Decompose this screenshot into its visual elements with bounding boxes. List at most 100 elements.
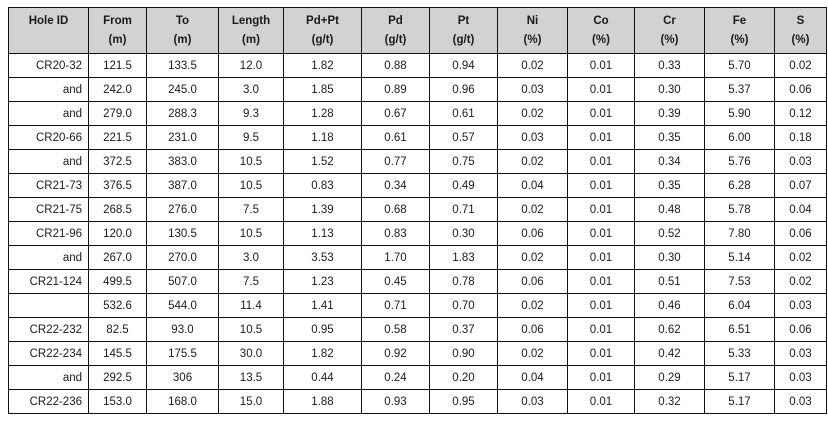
value-cell: 1.52	[283, 149, 362, 174]
hole-id-cell: and	[8, 77, 89, 102]
value-cell: 30.0	[218, 341, 284, 366]
value-cell: 153.0	[88, 389, 147, 414]
value-cell: 1.85	[283, 77, 362, 102]
value-cell: 0.42	[634, 341, 705, 366]
column-label: Co	[593, 15, 609, 27]
value-cell: 6.28	[704, 173, 775, 198]
value-cell: 0.06	[774, 221, 827, 246]
value-cell: 133.5	[146, 53, 219, 78]
drill-assay-results-table: Hole ID From (m) To (m) Length (m) Pd+Pt (g/t) Pd…	[8, 7, 827, 414]
column-label: Cr	[663, 15, 676, 27]
column-header-pd-pt: Pd+Pt (g/t)	[283, 7, 362, 54]
value-cell: 15.0	[218, 389, 284, 414]
value-cell: 12.0	[218, 53, 284, 78]
value-cell: 276.0	[146, 197, 219, 222]
value-cell: 279.0	[88, 101, 147, 126]
hole-id-cell: CR22-236	[8, 389, 89, 414]
value-cell: 0.07	[774, 173, 827, 198]
value-cell: 0.30	[634, 77, 705, 102]
column-header-pd: Pd (g/t)	[361, 7, 430, 54]
table-row: and 292.5 306 13.5 0.44 0.24 0.20 0.04 0.01 0.29 5…	[8, 365, 827, 390]
value-cell: 221.5	[88, 125, 147, 150]
value-cell: 0.03	[497, 389, 568, 414]
column-header-pt: Pt (g/t)	[429, 7, 498, 54]
value-cell: 0.70	[429, 293, 498, 318]
value-cell: 1.82	[283, 341, 362, 366]
value-cell: 0.93	[361, 389, 430, 414]
table-row: and 372.5 383.0 10.5 1.52 0.77 0.75 0.02 0.01 0.3…	[8, 149, 827, 174]
value-cell: 0.71	[361, 293, 430, 318]
column-header-s: S (%)	[774, 7, 827, 54]
column-unit: (%)	[730, 34, 749, 46]
value-cell: 0.01	[567, 197, 635, 222]
hole-id-cell: CR20-66	[8, 125, 89, 150]
value-cell: 1.18	[283, 125, 362, 150]
value-cell: 0.30	[429, 221, 498, 246]
value-cell: 1.83	[429, 245, 498, 270]
value-cell: 0.94	[429, 53, 498, 78]
value-cell: 0.92	[361, 341, 430, 366]
value-cell: 0.88	[361, 53, 430, 78]
table-row: CR22-234 145.5 175.5 30.0 1.82 0.92 0.90 0.02 0.…	[8, 341, 827, 366]
value-cell: 0.44	[283, 365, 362, 390]
hole-id-cell: and	[8, 149, 89, 174]
value-cell: 0.03	[774, 389, 827, 414]
value-cell: 0.03	[497, 125, 568, 150]
column-unit: (m)	[173, 34, 192, 46]
value-cell: 0.83	[283, 173, 362, 198]
hole-id-cell: CR22-234	[8, 341, 89, 366]
value-cell: 0.02	[497, 53, 568, 78]
value-cell: 0.04	[497, 173, 568, 198]
value-cell: 0.29	[634, 365, 705, 390]
value-cell: 5.33	[704, 341, 775, 366]
value-cell: 270.0	[146, 245, 219, 270]
value-cell: 0.06	[497, 317, 568, 342]
value-cell: 0.45	[361, 269, 430, 294]
value-cell: 5.17	[704, 365, 775, 390]
value-cell: 0.02	[497, 245, 568, 270]
value-cell: 6.04	[704, 293, 775, 318]
value-cell: 544.0	[146, 293, 219, 318]
value-cell: 0.58	[361, 317, 430, 342]
value-cell: 1.13	[283, 221, 362, 246]
column-unit: (m)	[242, 34, 260, 46]
value-cell: 231.0	[146, 125, 219, 150]
value-cell: 1.41	[283, 293, 362, 318]
value-cell: 0.12	[774, 101, 827, 126]
value-cell: 0.02	[497, 101, 568, 126]
value-cell: 0.46	[634, 293, 705, 318]
value-cell: 121.5	[88, 53, 147, 78]
hole-id-cell: and	[8, 365, 89, 390]
value-cell: 0.01	[567, 389, 635, 414]
value-cell: 0.24	[361, 365, 430, 390]
value-cell: 0.01	[567, 365, 635, 390]
column-header-ni: Ni (%)	[497, 7, 568, 54]
value-cell: 130.5	[146, 221, 219, 246]
value-cell: 0.01	[567, 149, 635, 174]
value-cell: 0.02	[774, 245, 827, 270]
value-cell: 0.01	[567, 269, 635, 294]
table-row: and 279.0 288.3 9.3 1.28 0.67 0.61 0.02 0.01 0.39…	[8, 101, 827, 126]
value-cell: 145.5	[88, 341, 147, 366]
value-cell: 1.70	[361, 245, 430, 270]
value-cell: 0.52	[634, 221, 705, 246]
value-cell: 0.32	[634, 389, 705, 414]
value-cell: 3.53	[283, 245, 362, 270]
value-cell: 5.76	[704, 149, 775, 174]
column-unit: (g/t)	[452, 34, 475, 46]
column-label: S	[796, 15, 805, 27]
value-cell: 387.0	[146, 173, 219, 198]
value-cell: 0.06	[774, 77, 827, 102]
hole-id-cell: CR21-96	[8, 221, 89, 246]
value-cell: 11.4	[218, 293, 284, 318]
value-cell: 0.06	[497, 221, 568, 246]
value-cell: 0.02	[497, 149, 568, 174]
value-cell: 507.0	[146, 269, 219, 294]
column-unit: (%)	[791, 34, 810, 46]
value-cell: 0.01	[567, 317, 635, 342]
hole-id-cell: CR21-75	[8, 197, 89, 222]
value-cell: 245.0	[146, 77, 219, 102]
value-cell: 267.0	[88, 245, 147, 270]
value-cell: 0.67	[361, 101, 430, 126]
value-cell: 0.61	[429, 101, 498, 126]
